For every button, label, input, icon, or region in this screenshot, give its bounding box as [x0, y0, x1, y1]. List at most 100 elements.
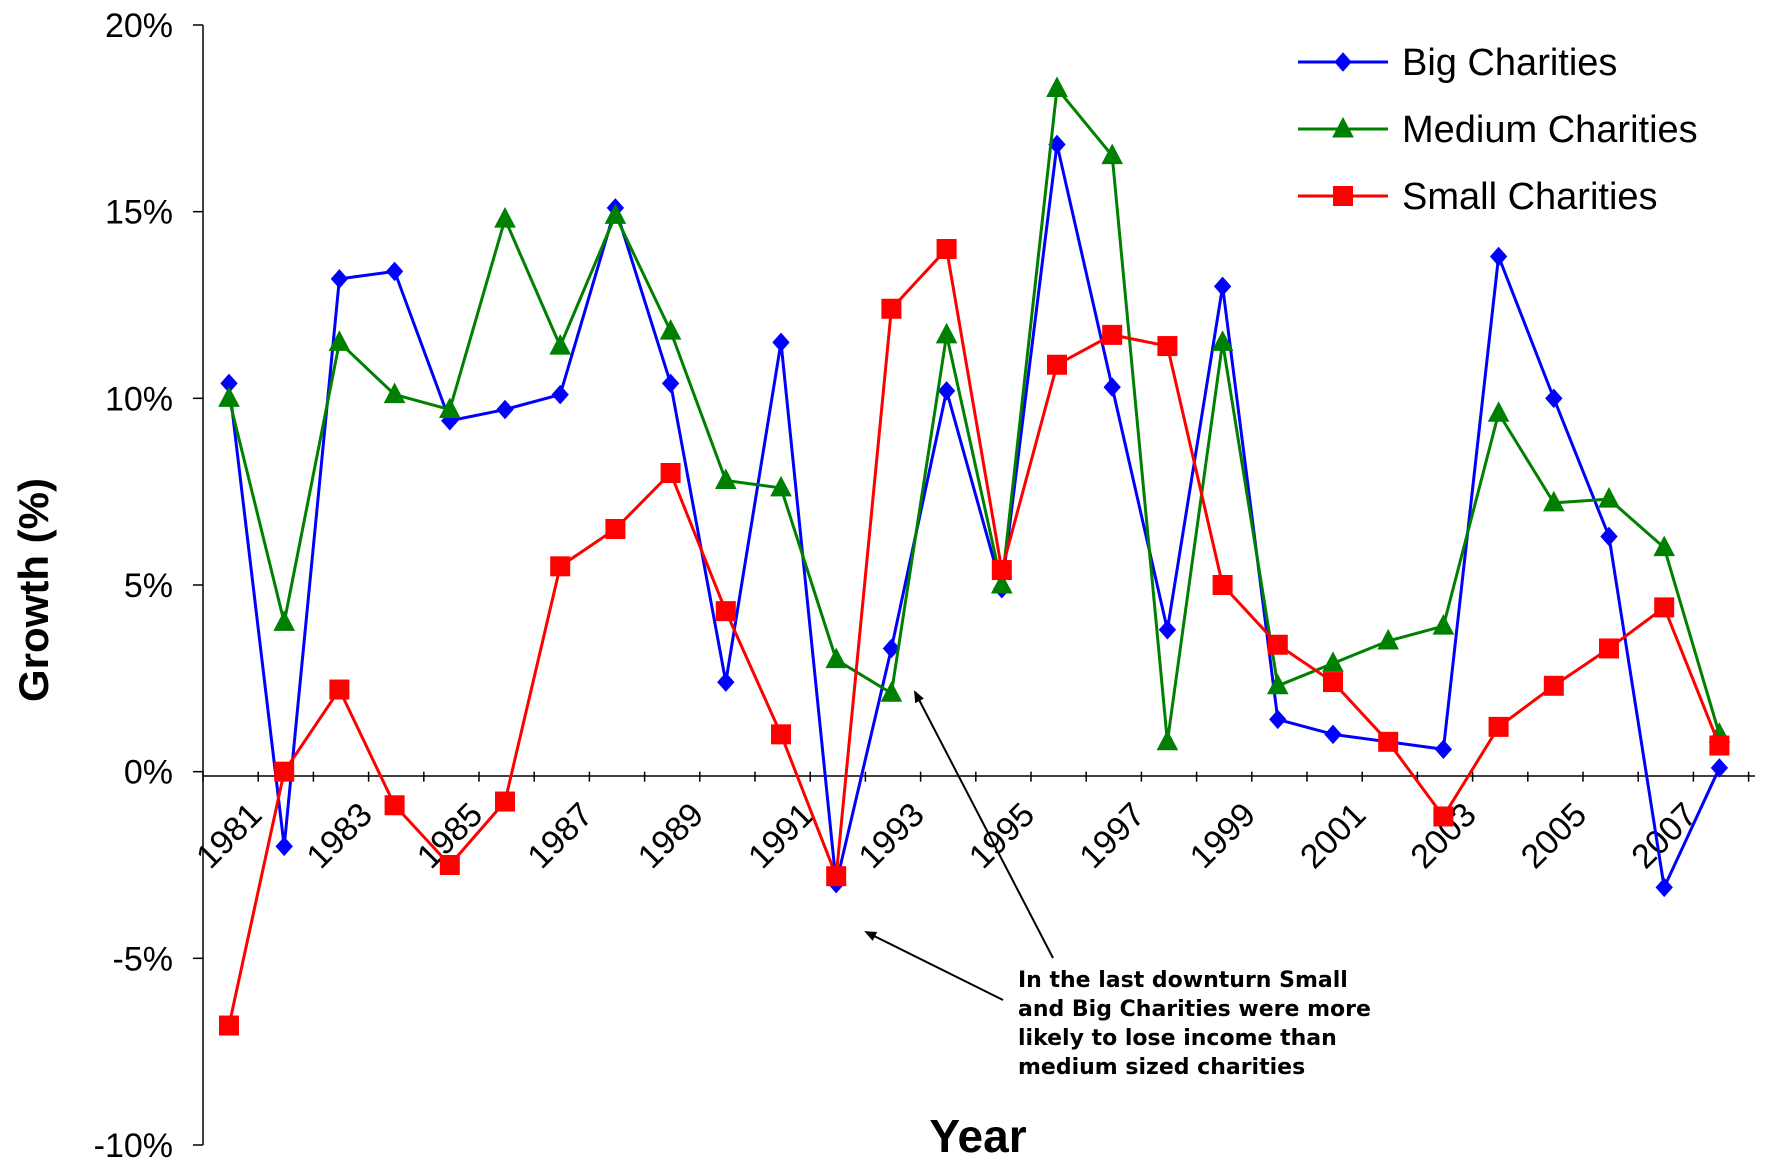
data-point-big-charities	[1600, 526, 1618, 547]
data-point-medium-charities	[659, 319, 682, 340]
data-point-big-charities	[385, 261, 404, 282]
series-line-big-charities	[227, 142, 1721, 889]
data-point-small-charities	[1543, 675, 1564, 696]
data-point-medium-charities	[1377, 628, 1400, 650]
legend-label: Big Charities	[1402, 42, 1617, 84]
data-point-small-charities	[881, 298, 902, 319]
data-point-big-charities	[882, 638, 901, 659]
annotation-arrow-upper	[914, 690, 1054, 959]
data-point-big-charities	[772, 332, 790, 353]
data-point-small-charities	[1654, 597, 1675, 618]
data-point-big-charities	[1324, 724, 1342, 745]
x-tick-label: 1997	[1072, 796, 1152, 876]
data-point-medium-charities	[770, 475, 792, 497]
x-tick-label: 2007	[1624, 796, 1704, 876]
data-point-small-charities	[1433, 806, 1454, 827]
data-point-medium-charities	[438, 397, 461, 419]
data-point-big-charities	[717, 672, 735, 692]
data-point-big-charities	[1489, 246, 1508, 267]
data-point-small-charities	[1267, 634, 1288, 655]
data-point-big-charities	[551, 384, 569, 405]
data-point-big-charities	[1158, 620, 1177, 640]
annotation-line: likely to lose income than	[1018, 1026, 1337, 1051]
data-point-big-charities	[1655, 877, 1673, 898]
data-point-big-charities	[1213, 276, 1232, 297]
data-point-big-charities	[496, 399, 514, 420]
annotation-text: In the last downturn Small and Big Chari…	[1018, 968, 1379, 1080]
series-line-medium-charities	[227, 86, 1721, 744]
x-tick-label: 1983	[299, 796, 379, 876]
data-point-small-charities	[495, 791, 515, 812]
x-tick-label: 2005	[1514, 796, 1594, 876]
data-point-small-charities	[771, 724, 791, 745]
data-point-small-charities	[384, 795, 405, 816]
annotation-line: medium sized charities	[1018, 1055, 1305, 1080]
legend-label: Small Charities	[1402, 176, 1658, 218]
data-point-medium-charities	[880, 681, 903, 702]
data-point-small-charities	[274, 761, 295, 782]
data-point-small-charities	[1488, 716, 1509, 737]
data-point-medium-charities	[1487, 401, 1510, 422]
data-point-medium-charities	[1432, 613, 1455, 635]
legend: Big Charities Medium Charities Small Chari…	[1298, 42, 1698, 218]
x-tick-label: 1999	[1183, 796, 1263, 876]
data-point-medium-charities	[494, 207, 516, 228]
y-axis-title: Growth (%)	[10, 478, 57, 702]
data-point-small-charities	[1709, 735, 1730, 756]
data-point-big-charities	[275, 836, 293, 857]
data-point-medium-charities	[218, 386, 240, 407]
x-tick-label: 1995	[962, 796, 1042, 876]
annotation: In the last downturn Small and Big Chari…	[864, 690, 1379, 1080]
series-small-charities	[219, 239, 1730, 1036]
y-ticks: 20% 15% 10% 5% 0% -5% -10%	[94, 7, 203, 1162]
data-point-big-charities	[937, 381, 956, 401]
data-point-small-charities	[1157, 336, 1178, 357]
data-point-small-charities	[550, 556, 571, 577]
data-point-medium-charities	[273, 610, 296, 631]
series-big-charities	[220, 134, 1729, 898]
data-point-small-charities	[715, 601, 736, 622]
legend-item-big-charities: Big Charities	[1298, 42, 1617, 84]
data-point-medium-charities	[604, 203, 627, 224]
data-point-medium-charities	[990, 572, 1013, 594]
legend-label: Medium Charities	[1402, 109, 1698, 151]
y-tick-label: 15%	[105, 194, 173, 232]
data-point-big-charities	[1545, 388, 1563, 409]
data-point-big-charities	[1434, 739, 1453, 760]
data-point-small-charities	[329, 679, 350, 700]
x-tick-label: 1981	[189, 796, 269, 876]
series-medium-charities	[218, 76, 1731, 751]
data-point-medium-charities	[1266, 673, 1289, 695]
data-point-medium-charities	[714, 468, 737, 489]
data-point-small-charities	[439, 855, 460, 875]
data-point-medium-charities	[825, 647, 848, 669]
data-point-small-charities	[660, 463, 681, 483]
y-tick-label: -5%	[113, 940, 173, 978]
data-point-small-charities	[1323, 672, 1343, 693]
legend-item-small-charities: Small Charities	[1298, 176, 1658, 218]
data-point-small-charities	[1599, 638, 1619, 659]
data-point-big-charities	[330, 269, 349, 289]
series-line-small-charities	[227, 247, 1721, 1026]
data-point-medium-charities	[1542, 490, 1565, 512]
x-tick-label: 2001	[1293, 796, 1373, 876]
data-point-big-charities	[661, 373, 680, 394]
legend-marker	[1332, 116, 1354, 138]
data-point-medium-charities	[1598, 487, 1620, 508]
data-point-medium-charities	[1322, 651, 1344, 672]
x-tick-label: 1987	[520, 796, 600, 876]
data-point-small-charities	[1047, 354, 1067, 375]
data-point-medium-charities	[549, 333, 572, 355]
y-tick-label: 10%	[105, 380, 173, 418]
data-point-small-charities	[605, 519, 626, 539]
data-point-small-charities	[1102, 324, 1123, 345]
data-point-medium-charities	[1211, 330, 1234, 351]
data-point-small-charities	[1378, 731, 1399, 752]
x-tick-label: 1993	[851, 796, 931, 876]
data-point-small-charities	[936, 239, 957, 259]
annotation-arrow-lower	[864, 931, 1004, 1001]
x-tick-label: 1989	[631, 796, 711, 876]
y-tick-label: 20%	[105, 7, 173, 45]
legend-item-medium-charities: Medium Charities	[1298, 109, 1698, 151]
